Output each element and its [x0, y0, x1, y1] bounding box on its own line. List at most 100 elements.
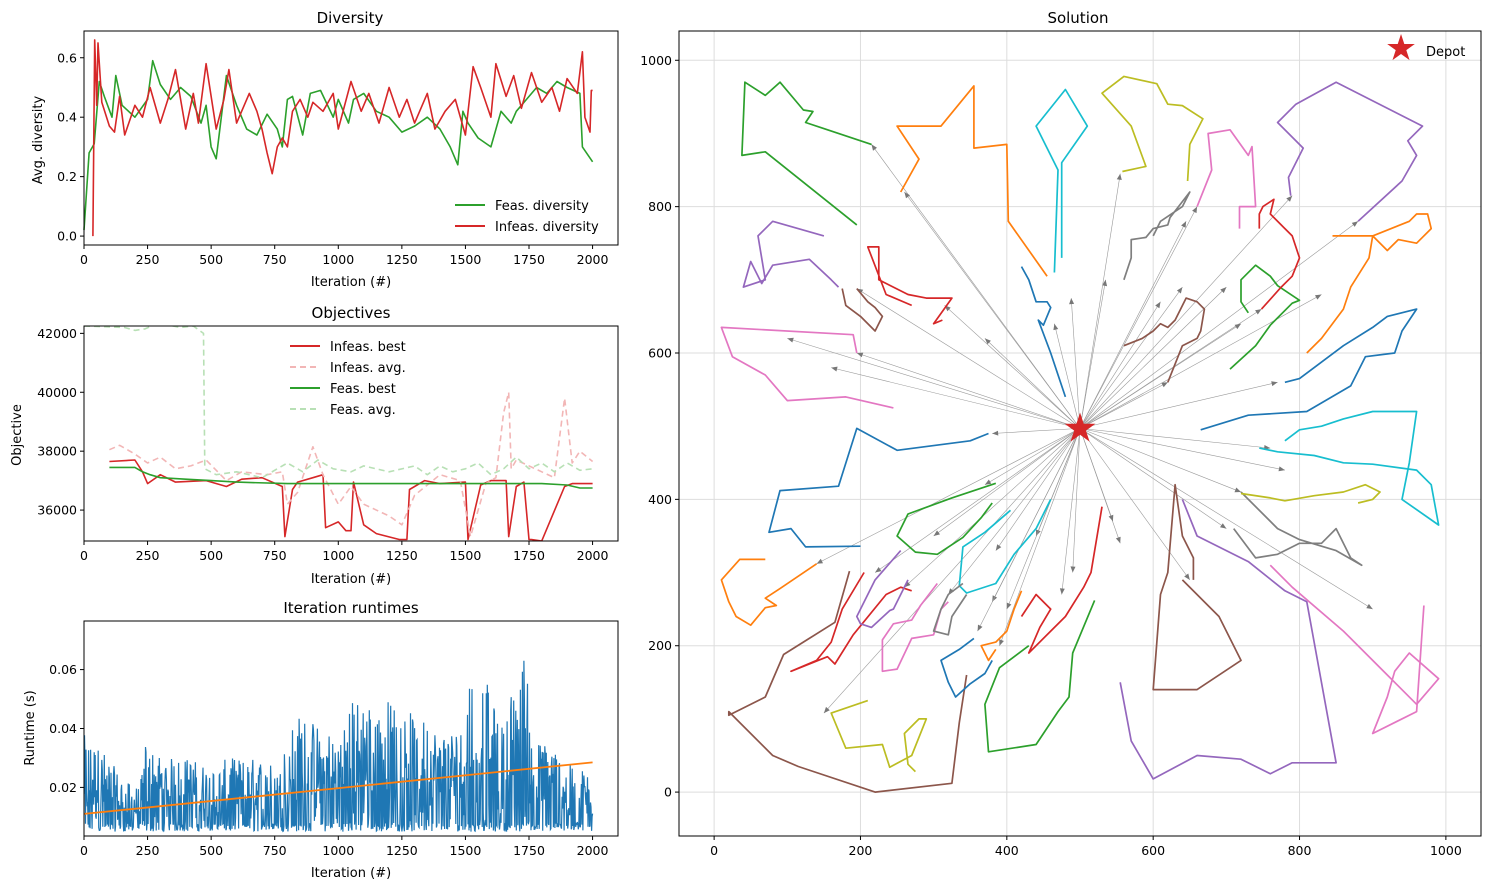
- depot-spoke-arrowhead: [1271, 381, 1278, 387]
- route-line-19: [881, 582, 949, 673]
- legend-label-depot: Depot: [1426, 45, 1465, 60]
- route-line-30: [1240, 483, 1381, 504]
- y-tick-label: 0.6: [57, 50, 77, 65]
- x-tick-label: 1750: [513, 843, 545, 858]
- depot-spoke-arrowhead: [1366, 603, 1373, 610]
- x-tick-label: 500: [199, 252, 223, 267]
- depot-spoke-arrowhead: [1006, 602, 1012, 610]
- depot-spoke-arrowhead: [933, 530, 940, 536]
- depot-spoke-14: [1079, 286, 1227, 429]
- depot-spoke-16: [1079, 382, 1168, 429]
- route-line-17: [790, 572, 912, 673]
- depot-spoke-arrowhead: [1059, 588, 1065, 595]
- route-line-18: [855, 550, 909, 629]
- x-tick-label: 2000: [577, 843, 609, 858]
- depot-spoke-arrowhead: [1155, 301, 1161, 309]
- depot-spoke-2: [984, 338, 1081, 429]
- depot-spoke-arrowhead: [1108, 514, 1114, 522]
- x-tick-label: 250: [136, 252, 160, 267]
- depot-spoke-arrowhead: [871, 144, 877, 151]
- depot-spoke-4: [1054, 323, 1081, 429]
- depot-spoke-arrowhead: [1192, 206, 1198, 214]
- depot-spoke-arrowhead: [999, 639, 1004, 646]
- x-tick-label: 250: [136, 548, 160, 563]
- depot-spoke-10: [1079, 195, 1293, 429]
- depot-spoke-42: [831, 367, 1081, 429]
- route-line-29: [1233, 491, 1363, 567]
- route-line-20: [830, 699, 928, 773]
- depot-spoke-8: [1079, 221, 1187, 429]
- diversity-legend: Feas. diversity Infeas. diversity: [455, 199, 599, 235]
- x-tick-label: 750: [263, 252, 287, 267]
- x-tick-label: 1250: [386, 252, 418, 267]
- depot-spoke-arrowhead: [1102, 279, 1108, 287]
- route-line-8: [866, 246, 953, 325]
- depot-spoke-43: [992, 428, 1081, 434]
- depot-spoke-25: [1079, 428, 1373, 610]
- depot-spoke-17: [1079, 221, 1359, 429]
- x-tick-label: 1000: [322, 548, 354, 563]
- depot-spoke-arrowhead: [1255, 309, 1262, 315]
- objectives-legend: Infeas. best Infeas. avg. Feas. best Fea…: [290, 340, 406, 418]
- route-line-27: [1119, 499, 1337, 780]
- route-line-33: [1306, 213, 1433, 354]
- depot-spoke-36: [933, 428, 1081, 537]
- depot-spoke-arrowhead: [992, 430, 999, 436]
- route-line-24: [984, 600, 1096, 753]
- runtimes-ylabel: Runtime (s): [23, 690, 38, 765]
- depot-spoke-arrowhead: [1161, 382, 1168, 388]
- depot-spoke-arrowhead: [1115, 536, 1121, 544]
- depot-marker: ★: [1062, 405, 1098, 451]
- x-tick-label: 1250: [386, 843, 418, 858]
- legend-label-feas-diversity: Feas. diversity: [495, 199, 589, 214]
- diversity-xlabel: Iteration (#): [311, 275, 391, 290]
- depot-spoke-arrowhead: [1070, 566, 1076, 573]
- depot-spoke-28: [1072, 428, 1081, 573]
- series-line-0: [109, 459, 593, 541]
- route-line-14: [896, 482, 997, 556]
- solution-title: Solution: [1047, 9, 1108, 27]
- y-tick-label: 600: [648, 346, 672, 361]
- x-tick-label: 200: [849, 843, 873, 858]
- depot-spoke-arrowhead: [984, 338, 991, 345]
- depot-spoke-arrowhead: [1069, 298, 1075, 305]
- x-tick-label: 1000: [322, 843, 354, 858]
- depot-spoke-arrowhead: [1116, 173, 1122, 180]
- depot-spoke-32: [999, 428, 1081, 646]
- y-tick-label: 200: [648, 638, 672, 653]
- route-line-25: [1020, 506, 1103, 654]
- depot-spoke-46: [823, 428, 1081, 714]
- depot-spoke-39: [816, 428, 1081, 565]
- depot-spoke-9: [1079, 206, 1198, 429]
- legend-label-infeas-avg: Infeas. avg.: [330, 361, 406, 376]
- runtimes-title: Iteration runtimes: [283, 599, 418, 617]
- route-line-2: [1035, 88, 1089, 273]
- depot-spoke-13: [1079, 286, 1183, 429]
- depot-spoke-47: [787, 338, 1081, 429]
- x-tick-label: 1750: [513, 548, 545, 563]
- y-tick-label: 36000: [37, 503, 77, 518]
- objectives-axes-frame: [83, 325, 619, 542]
- legend-label-feas-avg: Feas. avg.: [330, 403, 396, 418]
- y-tick-label: 40000: [37, 385, 77, 400]
- depot-spoke-35: [948, 428, 1081, 595]
- depot-spoke-arrowhead: [1181, 221, 1187, 228]
- runtime-series-line: [84, 660, 594, 833]
- depot-spoke-21: [1079, 428, 1285, 471]
- route-line-5: [1276, 81, 1424, 222]
- legend-depot-marker: ★: [1385, 28, 1417, 69]
- depot-spoke-19: [1079, 381, 1278, 429]
- y-tick-label: 400: [648, 492, 672, 507]
- y-tick-label: 38000: [37, 444, 77, 459]
- depot-spoke-41: [856, 352, 1081, 429]
- legend-label-infeas-best: Infeas. best: [330, 340, 406, 355]
- depot-spoke-15: [1079, 301, 1161, 429]
- route-line-10: [742, 220, 840, 288]
- objectives-xlabel: Iteration (#): [311, 572, 391, 587]
- route-line-36: [1123, 297, 1206, 383]
- depot-spoke-1: [904, 191, 1081, 429]
- series-line-1: [92, 39, 593, 237]
- series-line-3: [84, 326, 593, 479]
- runtimes-panel: Iteration runtimes 0 250 500 750 1000 1250 150…: [23, 599, 619, 881]
